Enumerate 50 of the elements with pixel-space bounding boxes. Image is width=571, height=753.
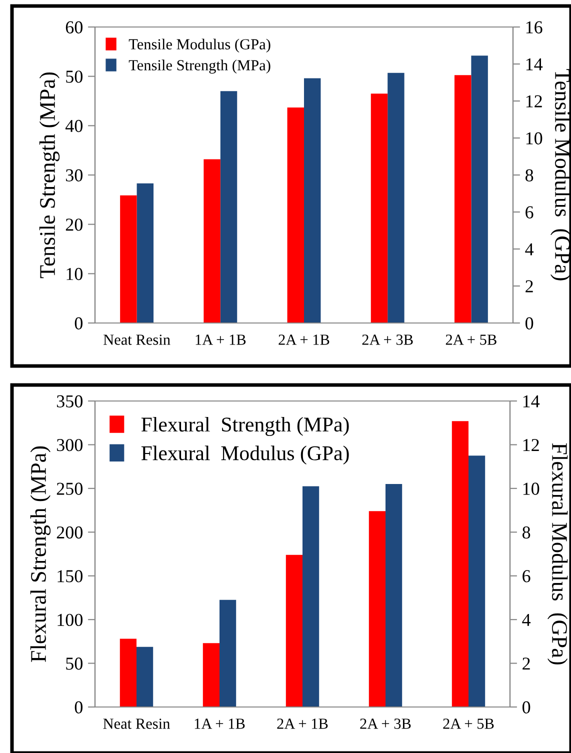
y-tick-label: 350 bbox=[56, 395, 83, 408]
y2-tick-label: 2 bbox=[526, 280, 533, 292]
x-tick-label: 1A + 1B bbox=[194, 718, 245, 729]
y2-tick-label: 8 bbox=[522, 526, 530, 539]
y-tick-label: 0 bbox=[74, 701, 83, 714]
x-tick-label: 2A + 5B bbox=[443, 718, 494, 729]
y-tick-label: 30 bbox=[66, 169, 83, 182]
y-tick-label: 200 bbox=[56, 526, 83, 539]
y2-tick-label: 2 bbox=[522, 658, 530, 670]
y2-tick-label: 0 bbox=[525, 317, 534, 330]
x-tick-label: 2A + 3B bbox=[362, 334, 413, 345]
y-axis-title: Flexural Strength (MPa) bbox=[30, 446, 51, 662]
legend-label: Tensile Strength (MPa) bbox=[128, 60, 270, 74]
y2-tick-label: 6 bbox=[526, 206, 534, 218]
y2-tick-label: 6 bbox=[522, 570, 530, 582]
y-axis-title: Tensile Strength (MPa) bbox=[39, 72, 60, 278]
y-tick-label: 150 bbox=[58, 570, 83, 582]
y-tick-label: 100 bbox=[58, 614, 83, 626]
x-tick-label: 2A + 1B bbox=[277, 718, 328, 729]
y2-tick-label: 10 bbox=[523, 482, 540, 495]
y-tick-label: 20 bbox=[66, 218, 83, 231]
y2-tick-label: 8 bbox=[525, 169, 534, 182]
y2-axis-title: Flexural Modulus (GPa) bbox=[547, 443, 568, 664]
y-tick-label: 0 bbox=[74, 317, 83, 330]
legend-label: Flexural Modulus (GPa) bbox=[141, 446, 349, 465]
x-tick-label: 1A + 1B bbox=[196, 334, 246, 345]
x-tick-label: Neat Resin bbox=[103, 718, 170, 729]
y-tick-label: 50 bbox=[66, 70, 83, 83]
x-tick-label: 2A + 3B bbox=[360, 718, 411, 729]
y2-tick-label: 12 bbox=[523, 439, 539, 451]
y-tick-label: 60 bbox=[66, 21, 83, 34]
legend-label: Tensile Modulus (GPa) bbox=[128, 38, 270, 53]
y2-tick-label: 14 bbox=[526, 58, 543, 70]
y2-axis-title: Tensile Modulus (GPa) bbox=[550, 69, 571, 280]
y2-tick-label: 14 bbox=[523, 395, 540, 408]
y-tick-label: 50 bbox=[66, 658, 83, 670]
y2-tick-label: 12 bbox=[526, 95, 542, 108]
y-tick-label: 250 bbox=[56, 482, 83, 495]
y2-tick-label: 4 bbox=[525, 243, 534, 256]
x-tick-label: 2A + 1B bbox=[278, 334, 330, 345]
y-tick-label: 40 bbox=[65, 120, 83, 132]
x-tick-label: Neat Resin bbox=[104, 334, 170, 345]
legend-label: Flexural Strength (MPa) bbox=[141, 416, 349, 436]
y2-tick-label: 0 bbox=[522, 701, 530, 714]
y2-tick-label: 4 bbox=[522, 614, 531, 626]
y-tick-label: 10 bbox=[66, 268, 83, 280]
x-tick-label: 2A + 5B bbox=[446, 334, 496, 345]
y2-tick-label: 16 bbox=[526, 21, 542, 34]
y-tick-label: 300 bbox=[56, 438, 83, 452]
y2-tick-label: 10 bbox=[526, 132, 542, 144]
